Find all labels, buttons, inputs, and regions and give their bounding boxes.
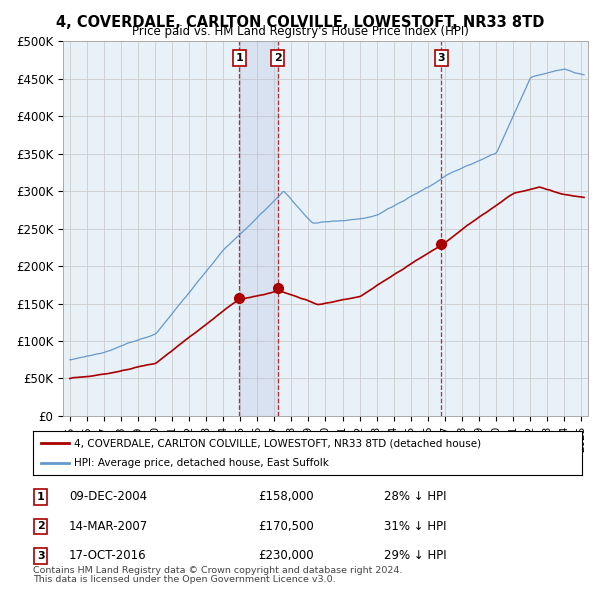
Text: 2: 2 <box>274 53 281 63</box>
Text: £158,000: £158,000 <box>258 490 314 503</box>
Text: 29% ↓ HPI: 29% ↓ HPI <box>384 549 446 562</box>
Text: 1: 1 <box>37 492 44 502</box>
Text: 3: 3 <box>37 551 44 560</box>
Text: 14-MAR-2007: 14-MAR-2007 <box>69 520 148 533</box>
Text: 28% ↓ HPI: 28% ↓ HPI <box>384 490 446 503</box>
Text: Price paid vs. HM Land Registry's House Price Index (HPI): Price paid vs. HM Land Registry's House … <box>131 25 469 38</box>
Text: This data is licensed under the Open Government Licence v3.0.: This data is licensed under the Open Gov… <box>33 575 335 584</box>
Text: £170,500: £170,500 <box>258 520 314 533</box>
Text: Contains HM Land Registry data © Crown copyright and database right 2024.: Contains HM Land Registry data © Crown c… <box>33 566 403 575</box>
Text: £230,000: £230,000 <box>258 549 314 562</box>
Text: 3: 3 <box>437 53 445 63</box>
Text: 17-OCT-2016: 17-OCT-2016 <box>69 549 146 562</box>
Text: 09-DEC-2004: 09-DEC-2004 <box>69 490 147 503</box>
Bar <box>239 41 278 416</box>
Text: HPI: Average price, detached house, East Suffolk: HPI: Average price, detached house, East… <box>74 458 329 467</box>
Text: 4, COVERDALE, CARLTON COLVILLE, LOWESTOFT, NR33 8TD: 4, COVERDALE, CARLTON COLVILLE, LOWESTOF… <box>56 15 544 30</box>
Text: 4, COVERDALE, CARLTON COLVILLE, LOWESTOFT, NR33 8TD (detached house): 4, COVERDALE, CARLTON COLVILLE, LOWESTOF… <box>74 438 481 448</box>
Text: 1: 1 <box>235 53 243 63</box>
Text: 2: 2 <box>37 522 44 531</box>
Text: 31% ↓ HPI: 31% ↓ HPI <box>384 520 446 533</box>
